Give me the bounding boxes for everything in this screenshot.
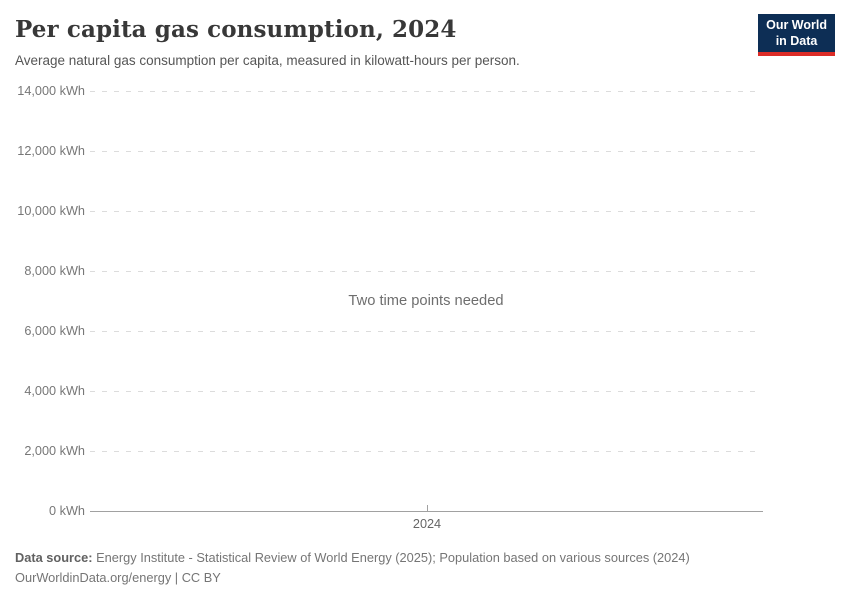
- owid-logo[interactable]: Our World in Data: [758, 14, 835, 57]
- y-axis-tick-label: 12,000 kWh: [17, 144, 85, 158]
- x-axis-line: [90, 511, 763, 512]
- y-axis-tick-label: 8,000 kWh: [24, 264, 85, 278]
- owid-url-link[interactable]: OurWorldinData.org/energy: [15, 570, 172, 585]
- license-line: OurWorldinData.org/energy | CC BY: [15, 568, 815, 588]
- chart-subtitle: Average natural gas consumption per capi…: [15, 53, 520, 68]
- y-axis-tick-label: 6,000 kWh: [24, 324, 85, 338]
- gridline: [90, 451, 762, 452]
- page-title: Per capita gas consumption, 2024: [15, 16, 457, 43]
- gridline: [90, 331, 762, 332]
- y-axis-tick-label: 2,000 kWh: [24, 444, 85, 458]
- y-axis-tick-label: 0 kWh: [49, 504, 85, 518]
- y-axis-tick-label: 4,000 kWh: [24, 384, 85, 398]
- x-axis-tick-mark: [427, 505, 428, 511]
- gridline: [90, 391, 762, 392]
- owid-logo-line1: Our World: [766, 18, 827, 32]
- y-axis-tick-label: 14,000 kWh: [17, 84, 85, 98]
- gridline: [90, 271, 762, 272]
- data-source-text: Energy Institute - Statistical Review of…: [92, 550, 690, 565]
- empty-chart-message: Two time points needed: [348, 293, 504, 309]
- chart-footer: Data source: Energy Institute - Statisti…: [15, 548, 815, 588]
- footer-separator: |: [171, 570, 182, 585]
- gridline: [90, 91, 762, 92]
- gridline: [90, 211, 762, 212]
- data-source-line: Data source: Energy Institute - Statisti…: [15, 548, 815, 568]
- x-axis-tick-label: 2024: [412, 517, 442, 531]
- owid-logo-line2: in Data: [775, 33, 818, 48]
- gridline: [90, 151, 762, 152]
- license-label: CC BY: [181, 570, 221, 585]
- data-source-label: Data source:: [15, 550, 93, 565]
- y-axis-tick-label: 10,000 kWh: [17, 204, 85, 218]
